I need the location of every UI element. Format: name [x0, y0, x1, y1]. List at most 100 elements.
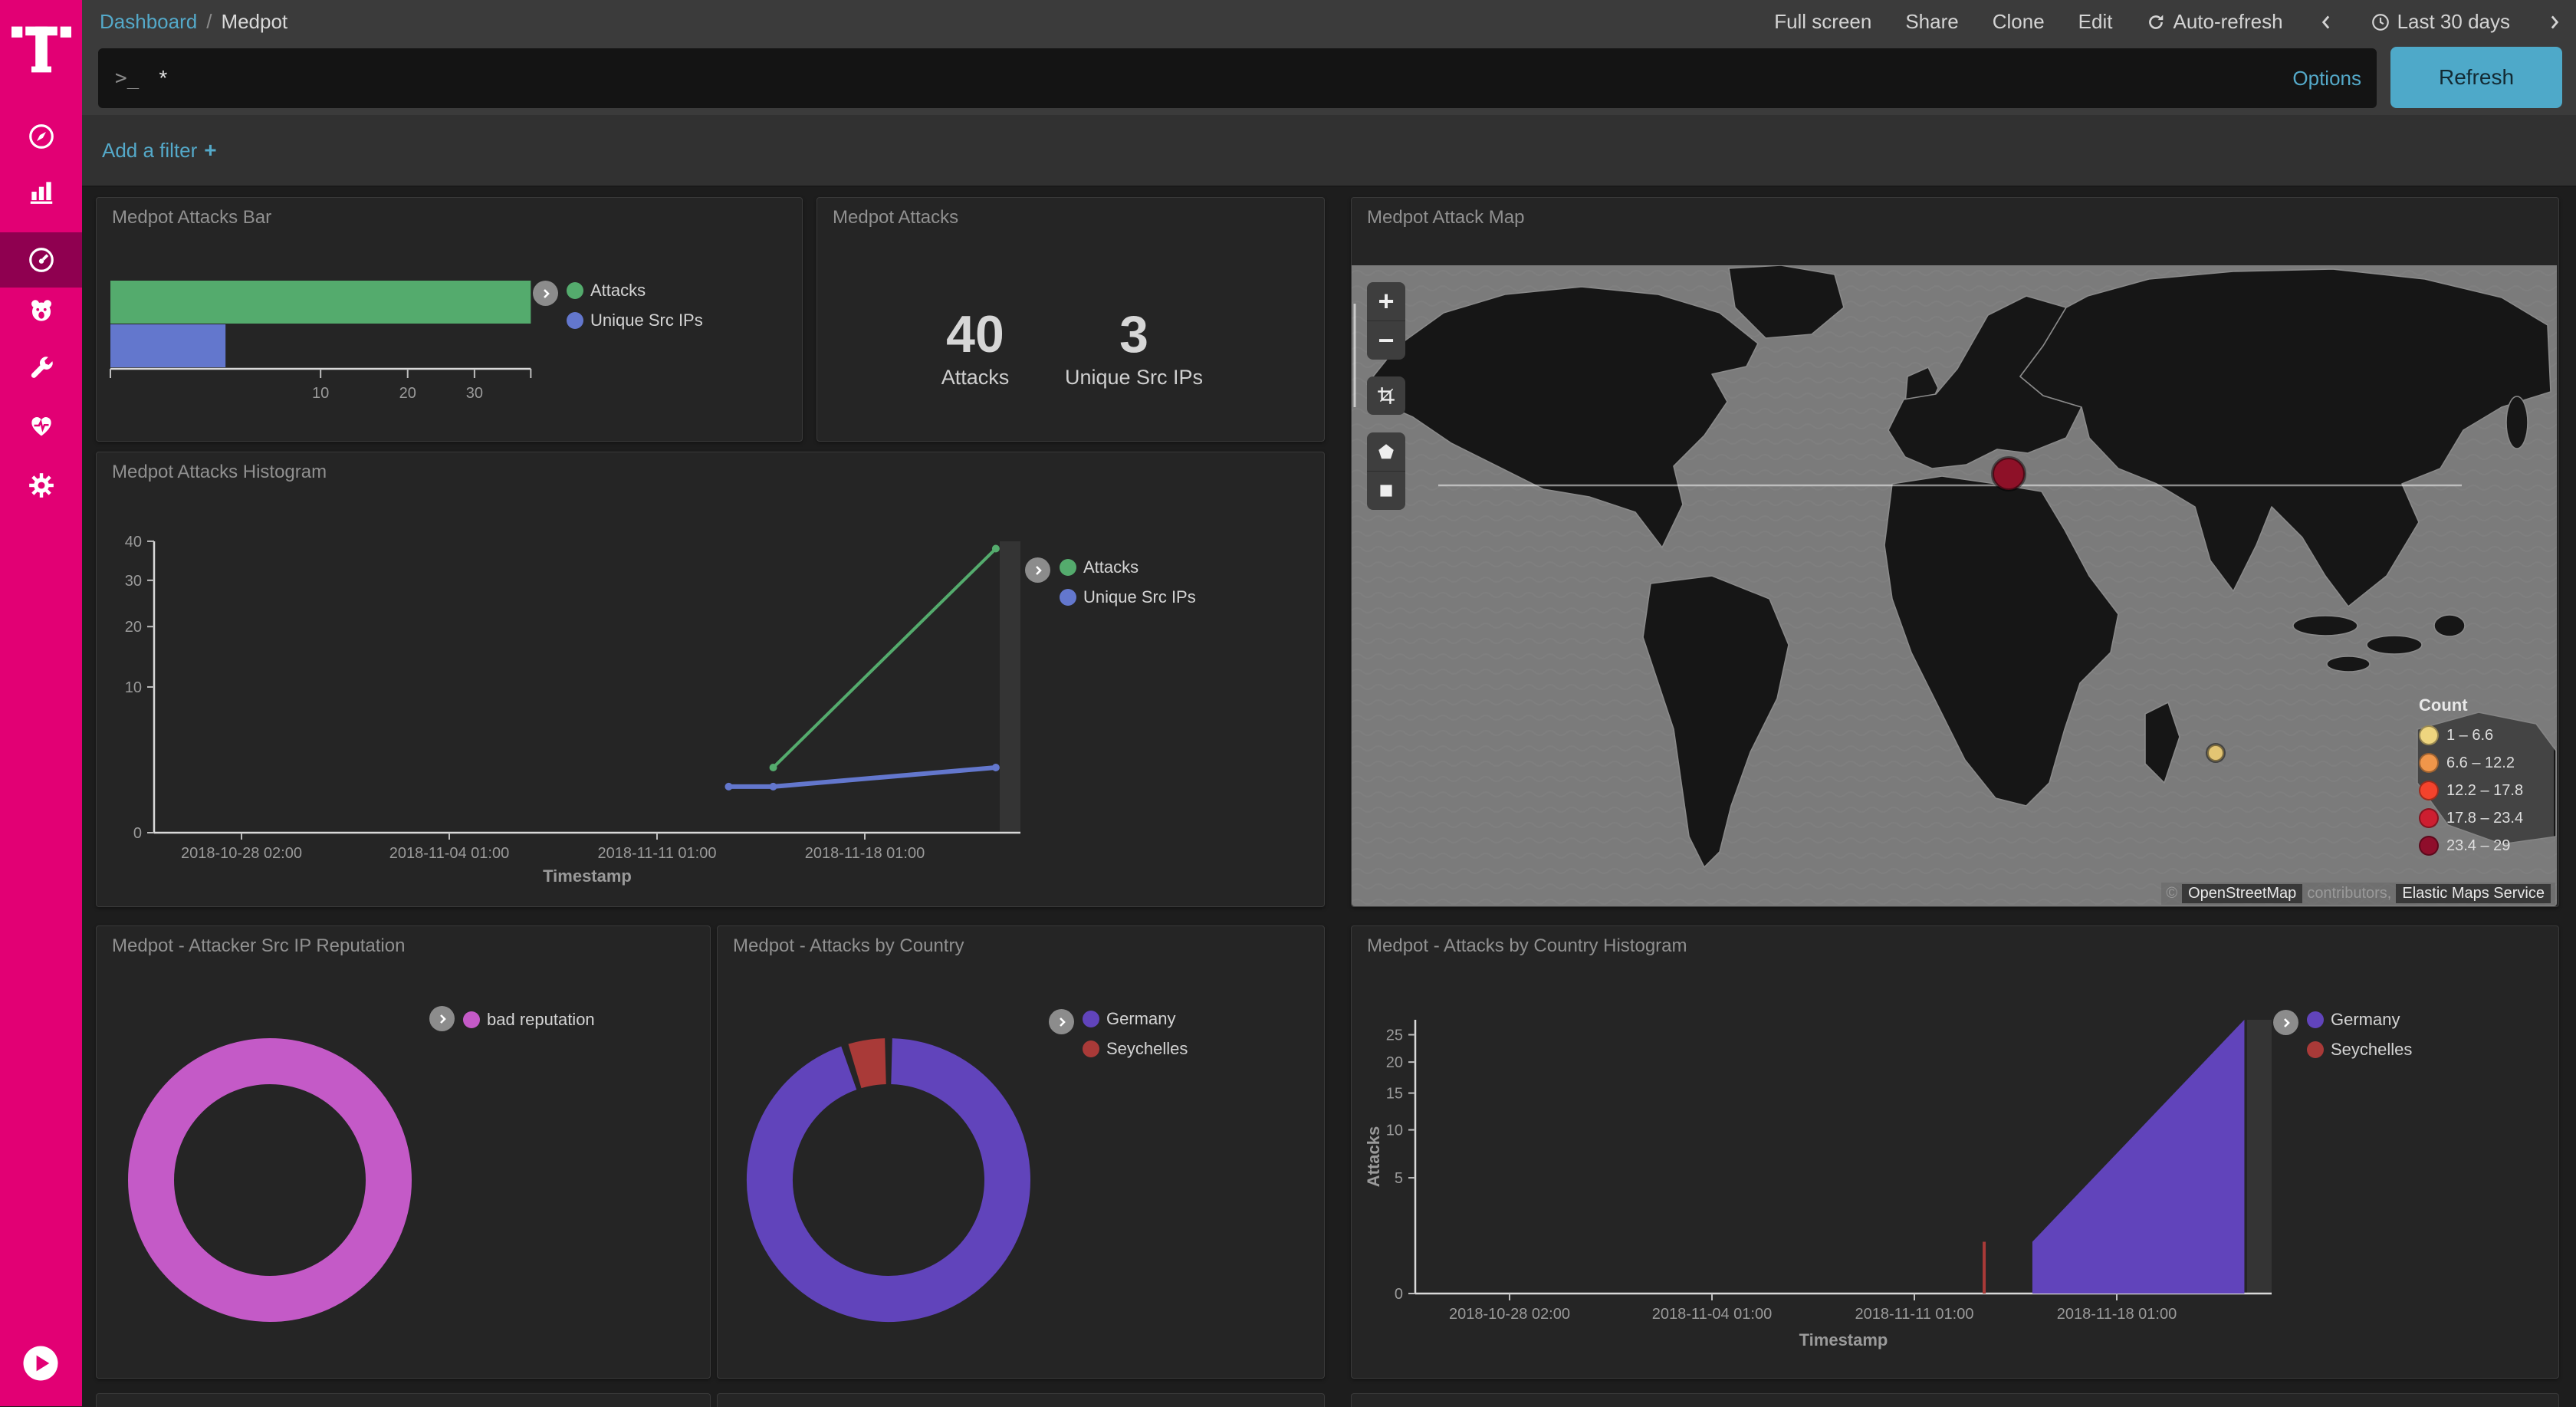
heartbeat-icon	[31, 416, 51, 436]
svg-text:30: 30	[466, 385, 483, 402]
legend-dot-icon	[2419, 753, 2439, 773]
legend-dot-icon	[463, 1011, 480, 1028]
legend-toggle[interactable]	[1049, 1009, 1074, 1034]
legend-dot-icon	[567, 312, 583, 329]
panel-stub	[1351, 1393, 2559, 1407]
breadcrumb-current: Medpot	[221, 10, 288, 33]
legend-dot-icon	[2419, 836, 2439, 856]
edit-button[interactable]: Edit	[2078, 10, 2113, 33]
legend-item[interactable]: 1 – 6.6	[2419, 722, 2554, 749]
svg-text:0: 0	[133, 825, 142, 842]
sidebar-item-dashboard[interactable]	[0, 232, 82, 288]
pentagon-icon	[1378, 444, 1394, 459]
search-input[interactable]: >_ * Options	[98, 48, 2377, 108]
attacks-bar-chart[interactable]: 10 20 30	[97, 198, 800, 439]
sidebar-item-visualize[interactable]	[0, 167, 82, 216]
panel-attacks-histogram: Medpot Attacks Histogram 0 10 20 30 40 2018-1…	[96, 452, 1325, 907]
country-pie-legend: Germany Seychelles	[1083, 1009, 1188, 1059]
legend-dot-icon	[2419, 781, 2439, 800]
panel-title: Medpot Attacks Histogram	[112, 462, 327, 482]
legend-toggle[interactable]	[2273, 1010, 2298, 1035]
metric-value: 3	[1119, 305, 1148, 363]
breadcrumb-separator: /	[206, 10, 212, 33]
legend-item[interactable]: Attacks	[1060, 557, 1196, 577]
sidebar-item-dev-tools[interactable]	[0, 344, 82, 393]
zoom-out-button[interactable]: −	[1367, 321, 1405, 360]
draw-rectangle-button[interactable]	[1367, 471, 1405, 510]
legend-item[interactable]: bad reputation	[463, 1010, 595, 1030]
legend-item[interactable]: 6.6 – 12.2	[2419, 749, 2554, 777]
legend-label: Germany	[2331, 1010, 2400, 1029]
map-count-legend: Count 1 – 6.6 6.6 – 12.2 12.2 – 17.8 17.8 –…	[2408, 688, 2554, 869]
legend-item[interactable]: Attacks	[567, 281, 703, 301]
sidebar-item-discover[interactable]	[0, 112, 82, 161]
attack-location-dots[interactable]	[1991, 456, 2226, 763]
legend-item[interactable]: 12.2 – 17.8	[2419, 777, 2554, 804]
zoom-in-button[interactable]: +	[1378, 285, 1395, 317]
panel-metric: Medpot Attacks 40 Attacks 3 Unique Src I…	[816, 197, 1325, 442]
sidebar-item-tpot-bear[interactable]	[0, 286, 82, 335]
share-button[interactable]: Share	[1905, 10, 1959, 33]
map-draw-controls	[1367, 432, 1405, 510]
panel-title: Medpot Attacks	[833, 207, 959, 228]
time-range-button[interactable]: Last 30 days	[2371, 10, 2510, 34]
draw-polygon-button[interactable]	[1367, 432, 1405, 471]
legend-toggle[interactable]	[533, 281, 558, 306]
legend-item[interactable]: Seychelles	[1083, 1039, 1188, 1059]
metric-label: Unique Src IPs	[1064, 366, 1204, 389]
time-back-button[interactable]	[2317, 12, 2337, 32]
country-area-chart[interactable]: 0 5 10 15 20 25 2018-10-28 02:00 2018-11-04 01:…	[1352, 926, 2557, 1376]
legend-label: Unique Src IPs	[1083, 587, 1196, 607]
map-attribution: © OpenStreetMap contributors, Elastic Ma…	[2161, 883, 2555, 905]
osm-link[interactable]: OpenStreetMap	[2182, 884, 2303, 903]
add-filter-link[interactable]: Add a filter +	[102, 138, 217, 162]
refresh-button[interactable]: Refresh	[2390, 47, 2562, 108]
fullscreen-button[interactable]: Full screen	[1774, 10, 1872, 33]
attacks-line-chart[interactable]: 0 10 20 30 40 2018-10-28 02:00 2018-11-04 01:0…	[97, 452, 1322, 905]
sidebar-item-monitoring[interactable]	[0, 401, 82, 450]
svg-text:2018-10-28 02:00: 2018-10-28 02:00	[1449, 1306, 1570, 1323]
count-legend-rows: 1 – 6.6 6.6 – 12.2 12.2 – 17.8 17.8 – 23.4 2…	[2419, 722, 2554, 860]
legend-dot-icon	[1060, 589, 1076, 606]
legend-item[interactable]: 23.4 – 29	[2419, 832, 2554, 860]
legend-dot-icon	[1083, 1011, 1099, 1027]
panel-title: Medpot Attack Map	[1367, 207, 1525, 228]
legend-label: 6.6 – 12.2	[2446, 754, 2515, 771]
wrench-icon	[31, 357, 53, 378]
legend-dot-icon	[2307, 1011, 2324, 1028]
legend-toggle[interactable]	[1025, 557, 1050, 583]
legend-item[interactable]: Germany	[1083, 1009, 1188, 1029]
legend-label: Attacks	[1083, 557, 1139, 577]
attack-dot[interactable]	[2206, 743, 2226, 763]
world-map[interactable]: + − Count 1 – 6.6 6.6 – 12.2 12.	[1352, 265, 2557, 906]
auto-refresh-button[interactable]: Auto-refresh	[2146, 10, 2283, 34]
legend-dot-icon	[2307, 1041, 2324, 1058]
query-text[interactable]: *	[159, 66, 168, 90]
ems-link[interactable]: Elastic Maps Service	[2396, 884, 2551, 903]
svg-text:40: 40	[125, 534, 142, 551]
svg-text:10: 10	[1386, 1123, 1403, 1139]
svg-text:0: 0	[1395, 1286, 1403, 1303]
legend-item[interactable]: Unique Src IPs	[1060, 587, 1196, 607]
panel-attacks-by-country: Medpot - Attacks by Country Germany Seych…	[717, 925, 1325, 1379]
country-donut-chart[interactable]	[718, 926, 1322, 1376]
plus-icon: +	[204, 138, 217, 162]
legend-toggle[interactable]	[429, 1006, 455, 1031]
breadcrumb-dashboard[interactable]: Dashboard	[100, 10, 198, 33]
clone-button[interactable]: Clone	[1992, 10, 2045, 33]
sidebar-expand-button[interactable]	[20, 1343, 61, 1384]
options-link[interactable]: Options	[2292, 66, 2361, 90]
legend-item[interactable]: Germany	[2307, 1010, 2412, 1030]
attack-dot[interactable]	[1991, 456, 2026, 491]
svg-text:10: 10	[125, 679, 142, 696]
legend-item[interactable]: Unique Src IPs	[567, 311, 703, 330]
fit-bounds-button[interactable]	[1367, 376, 1405, 415]
legend-item[interactable]: Seychelles	[2307, 1040, 2412, 1060]
chevron-right-icon	[2283, 1017, 2290, 1027]
map-tiles	[1352, 265, 2557, 906]
legend-item[interactable]: 17.8 – 23.4	[2419, 804, 2554, 832]
sidebar-item-management[interactable]	[0, 461, 82, 510]
reputation-donut-chart[interactable]	[97, 926, 708, 1376]
refresh-cycle-icon	[2149, 14, 2164, 29]
time-forward-button[interactable]	[2544, 12, 2564, 32]
